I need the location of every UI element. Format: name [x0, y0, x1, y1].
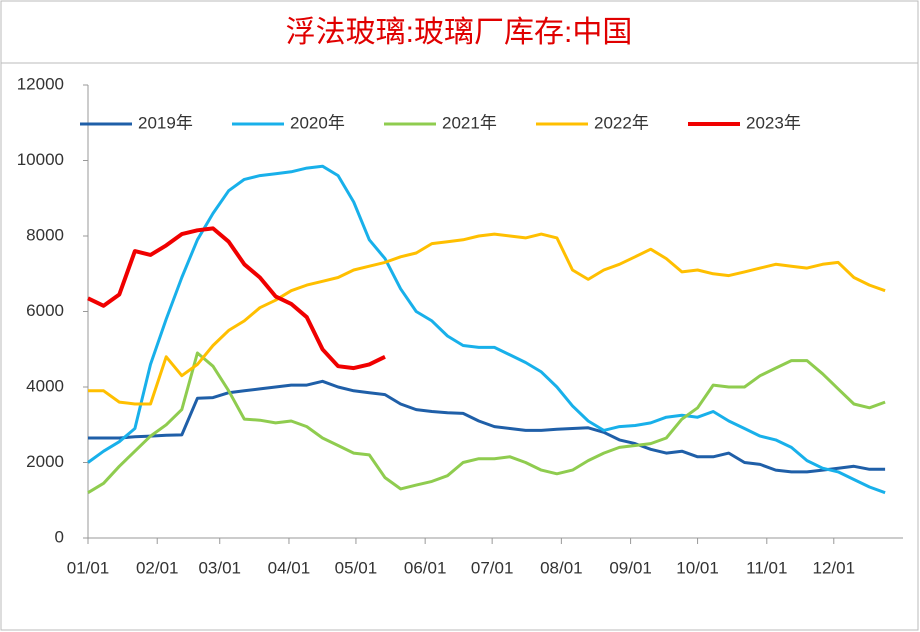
legend-label: 2021年: [442, 113, 497, 132]
chart-title: 浮法玻璃:玻璃厂库存:中国: [286, 16, 633, 49]
series-line: [87, 351, 886, 494]
title-box: [0, 0, 919, 64]
series-line: [87, 164, 886, 495]
series-line: [88, 232, 886, 406]
legend-label: 2023年: [746, 113, 801, 132]
x-tick-label: 06/01: [404, 558, 447, 577]
y-tick-label: 0: [55, 527, 64, 546]
y-tick-label: 10000: [17, 150, 64, 169]
y-tick-label: 6000: [26, 301, 64, 320]
legend-label: 2022年: [594, 113, 649, 132]
legend-label: 2019年: [138, 113, 193, 132]
x-tick-label: 07/01: [471, 558, 514, 577]
x-tick-label: 09/01: [609, 558, 652, 577]
x-tick-label: 12/01: [813, 558, 856, 577]
y-tick-label: 8000: [26, 225, 64, 244]
x-tick-label: 08/01: [540, 558, 583, 577]
series-line: [87, 226, 386, 371]
y-tick-label: 4000: [26, 376, 64, 395]
x-tick-label: 01/01: [67, 558, 110, 577]
series-line: [88, 379, 886, 474]
x-tick-label: 02/01: [136, 558, 179, 577]
legend-label: 2020年: [290, 113, 345, 132]
y-tick-label: 2000: [26, 452, 64, 471]
y-tick-label: 12000: [17, 74, 64, 93]
x-tick-label: 11/01: [746, 558, 787, 577]
x-tick-label: 03/01: [198, 558, 241, 577]
x-tick-label: 05/01: [335, 558, 378, 577]
x-tick-label: 04/01: [268, 558, 311, 577]
x-tick-label: 10/01: [676, 558, 719, 577]
